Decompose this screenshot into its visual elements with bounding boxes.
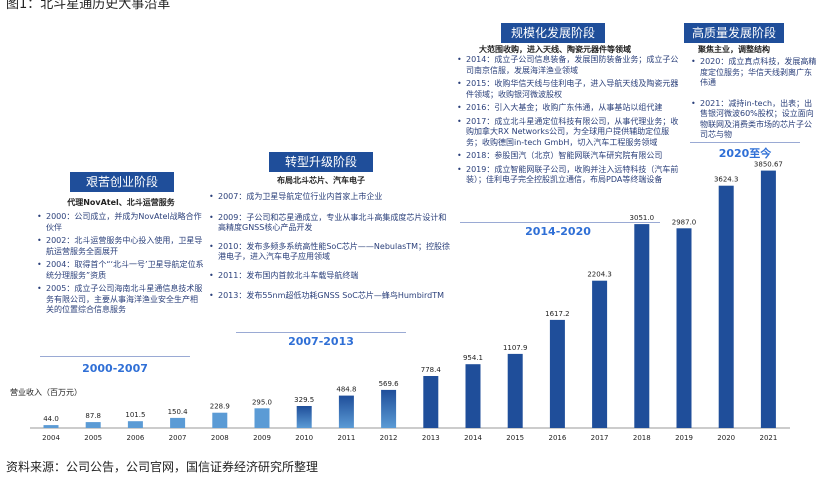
phase-2-title: 转型升级阶段 <box>269 152 373 172</box>
bar-2011 <box>338 395 354 428</box>
bar-value-label: 87.8 <box>85 412 101 420</box>
x-tick-label: 2010 <box>295 434 313 442</box>
phase-2-event: 2009：子公司和芯星通成立，专业从事北斗高集成度芯片设计和高精度GNSS核心产… <box>209 213 454 234</box>
bar-value-label: 228.9 <box>210 403 230 411</box>
bar-2021 <box>760 170 776 428</box>
bar-value-label: 954.1 <box>463 354 483 362</box>
phase-2-period-line <box>236 332 406 333</box>
x-tick-label: 2006 <box>126 434 144 442</box>
bar-2018 <box>634 224 650 428</box>
bar-2014 <box>465 364 481 428</box>
phase-4-period-line <box>690 142 800 143</box>
bar-value-label: 3850.67 <box>754 161 783 169</box>
phase-3-events: 2014：成立子公司信息装备，发展国防装备业务；成立子公司南京信服，发展海洋渔业… <box>456 55 682 189</box>
phase-4-event: 2021：减持in-tech，出表；出售银河微波60%股权；设立面向物联网及消费… <box>691 99 818 141</box>
bar-2015 <box>507 353 523 428</box>
phase-4-events: 2020：成立真点科技，发展高精度定位服务；华信天线剥离广东伟通 2021：减持… <box>690 57 818 144</box>
x-tick-label: 2021 <box>759 434 777 442</box>
phase-3-subtitle: 大范围收购，进入天线、陶瓷元器件等领域 <box>479 45 631 54</box>
phase-1-period-line <box>40 356 190 357</box>
phase-3-event: 2015：收购华信天线与佳利电子，进入导航天线及陶瓷元器件领域；收购银河微波股权 <box>457 79 682 100</box>
bar-value-label: 778.4 <box>421 366 442 374</box>
x-tick-label: 2009 <box>253 434 271 442</box>
x-tick-label: 2018 <box>633 434 651 442</box>
phase-2-event: 2007：成为卫星导航定位行业内首家上市企业 <box>209 192 454 203</box>
phase-2-event: 2010：发布多频多系统高性能SoC芯片——NebulasTM；控股徐港电子，进… <box>209 242 454 263</box>
x-tick-label: 2014 <box>464 434 482 442</box>
source-note: 资料来源：公司公告，公司官网，国信证券经济研究所整理 <box>6 460 319 474</box>
bar-value-label: 150.4 <box>168 408 189 416</box>
phase-3-title: 规模化发展阶段 <box>501 23 605 43</box>
x-tick-label: 2007 <box>169 434 187 442</box>
x-tick-label: 2015 <box>506 434 524 442</box>
phase-1-period: 2000-2007 <box>82 362 148 375</box>
phase-4-period: 2020至今 <box>718 147 772 160</box>
x-tick-label: 2019 <box>675 434 693 442</box>
phase-3-event: 2018：参股国汽（北京）智能网联汽车研究院有限公司 <box>457 151 682 162</box>
phase-2-period: 2007-2013 <box>288 335 354 348</box>
x-tick-label: 2011 <box>337 434 355 442</box>
bar-value-label: 1107.9 <box>503 344 528 352</box>
bar-value-label: 484.8 <box>336 386 356 394</box>
phase-2-subtitle: 布局北斗芯片、汽车电子 <box>277 176 365 185</box>
x-tick-label: 2017 <box>591 434 609 442</box>
phase-2-events: 2007：成为卫星导航定位行业内首家上市企业 2009：子公司和芯星通成立，专业… <box>208 192 454 305</box>
bar-2020 <box>718 185 734 428</box>
bar-value-label: 569.6 <box>379 380 400 388</box>
bar-value-label: 1617.2 <box>545 310 570 318</box>
phase-3-event: 2017：成立北斗星通定位科技有限公司，从事代理业务；收购加拿大RX Netwo… <box>457 117 682 149</box>
phase-1-title: 艰苦创业阶段 <box>70 172 174 192</box>
y-axis-label: 营业收入（百万元） <box>10 388 82 397</box>
phase-2-event: 2013：发布55nm超低功耗GNSS SoC芯片—蜂鸟HumbirdTM <box>209 291 454 302</box>
phase-3-event: 2019：成立智能网联子公司，收购并注入远特科技（汽车前装）；佳利电子完全控股凯… <box>457 165 682 186</box>
phase-1-event: 2000：公司成立，并成为NovAtel战略合作伙伴 <box>37 212 204 233</box>
bar-value-label: 3051.0 <box>630 214 655 222</box>
phase-3-period-line <box>460 222 660 223</box>
bar-2006 <box>127 421 143 428</box>
phase-4-title: 高质量发展阶段 <box>684 23 784 43</box>
phase-1-subtitle: 代理NovAtel、北斗运营服务 <box>67 198 175 207</box>
x-tick-label: 2005 <box>84 434 102 442</box>
phase-2-event: 2011：发布国内首款北斗车载导航终端 <box>209 271 454 282</box>
bar-2009 <box>254 408 270 428</box>
bar-value-label: 44.0 <box>43 415 59 423</box>
phase-4-event: 2020：成立真点科技，发展高精度定位服务；华信天线剥离广东伟通 <box>691 57 818 89</box>
figure-title: 图1：北斗星通历史大事沿革 <box>6 0 171 12</box>
bar-value-label: 329.5 <box>294 396 314 404</box>
bar-value-label: 3624.3 <box>714 176 739 184</box>
bar-value-label: 2204.3 <box>587 271 612 279</box>
x-tick-label: 2020 <box>717 434 735 442</box>
x-tick-label: 2013 <box>422 434 440 442</box>
x-tick-label: 2016 <box>548 434 566 442</box>
bar-2007 <box>170 417 186 428</box>
bar-value-label: 101.5 <box>125 411 145 419</box>
bar-value-label: 2987.0 <box>672 218 697 226</box>
phase-3-event: 2014：成立子公司信息装备，发展国防装备业务；成立子公司南京信服，发展海洋渔业… <box>457 55 682 76</box>
bar-2019 <box>676 228 692 428</box>
bar-2016 <box>549 319 565 428</box>
phase-1-event: 2005：成立子公司海南北斗星通信息技术服务有限公司，主要从事海洋渔业安全生产相… <box>37 284 204 316</box>
bar-2012 <box>381 389 397 428</box>
x-tick-label: 2004 <box>42 434 60 442</box>
bar-2017 <box>592 280 608 428</box>
phase-3-period: 2014-2020 <box>525 225 591 238</box>
phase-4-subtitle: 聚焦主业，调整结构 <box>698 45 770 54</box>
bar-2008 <box>212 412 228 428</box>
x-tick-label: 2008 <box>211 434 229 442</box>
phase-1-events: 2000：公司成立，并成为NovAtel战略合作伙伴 2002：北斗运营服务中心… <box>36 212 204 319</box>
phase-1-event: 2002：北斗运营服务中心投入使用，卫星导航运营服务全面展开 <box>37 236 204 257</box>
bar-value-label: 295.0 <box>252 398 272 406</box>
phase-1-event: 2004：取得首个“‘北斗一号’卫星导航定位系统分理服务”资质 <box>37 260 204 281</box>
bar-2013 <box>423 376 439 428</box>
x-tick-label: 2012 <box>380 434 398 442</box>
bar-2010 <box>296 406 312 428</box>
bar-2005 <box>85 422 101 428</box>
bar-2004 <box>43 425 59 428</box>
phase-3-event: 2016：引入大基金；收购广东伟通，从事基站以组代建 <box>457 103 682 114</box>
